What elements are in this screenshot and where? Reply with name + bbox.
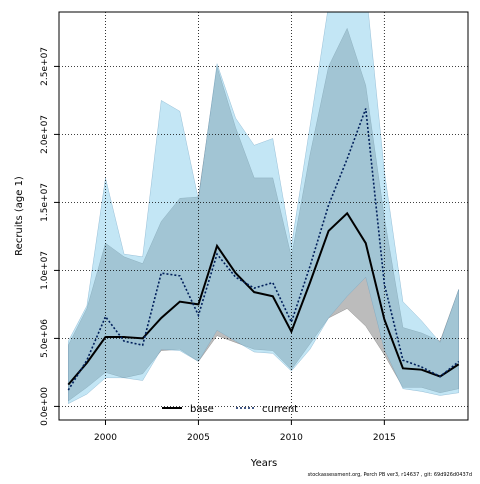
y-tick-label: 0.0e+00 xyxy=(40,387,50,426)
y-axis-label: Recruits (age 1) xyxy=(14,176,25,256)
y-tick-label: 2.0e+07 xyxy=(40,115,50,154)
confidence-band-current xyxy=(68,12,459,405)
y-tick-label: 2.5e+07 xyxy=(40,47,50,86)
legend-label-base: base xyxy=(190,404,214,415)
series-line-current xyxy=(67,108,460,391)
x-axis-label: Years xyxy=(250,458,277,469)
y-tick-label: 1.0e+07 xyxy=(40,251,50,290)
y-tick-label: 1.5e+07 xyxy=(40,183,50,222)
x-tick-label: 2010 xyxy=(280,433,303,443)
series-line-base xyxy=(67,211,460,386)
y-tick-label: 5.0e+06 xyxy=(40,319,50,358)
legend-label-current: current xyxy=(262,404,298,415)
x-tick-label: 2005 xyxy=(187,433,210,443)
plot-frame xyxy=(58,11,469,421)
x-tick-label: 2000 xyxy=(94,433,117,443)
footer-credit: stockassessment.org, Perch PB ver3, r146… xyxy=(307,472,472,478)
x-tick-label: 2015 xyxy=(373,433,396,443)
